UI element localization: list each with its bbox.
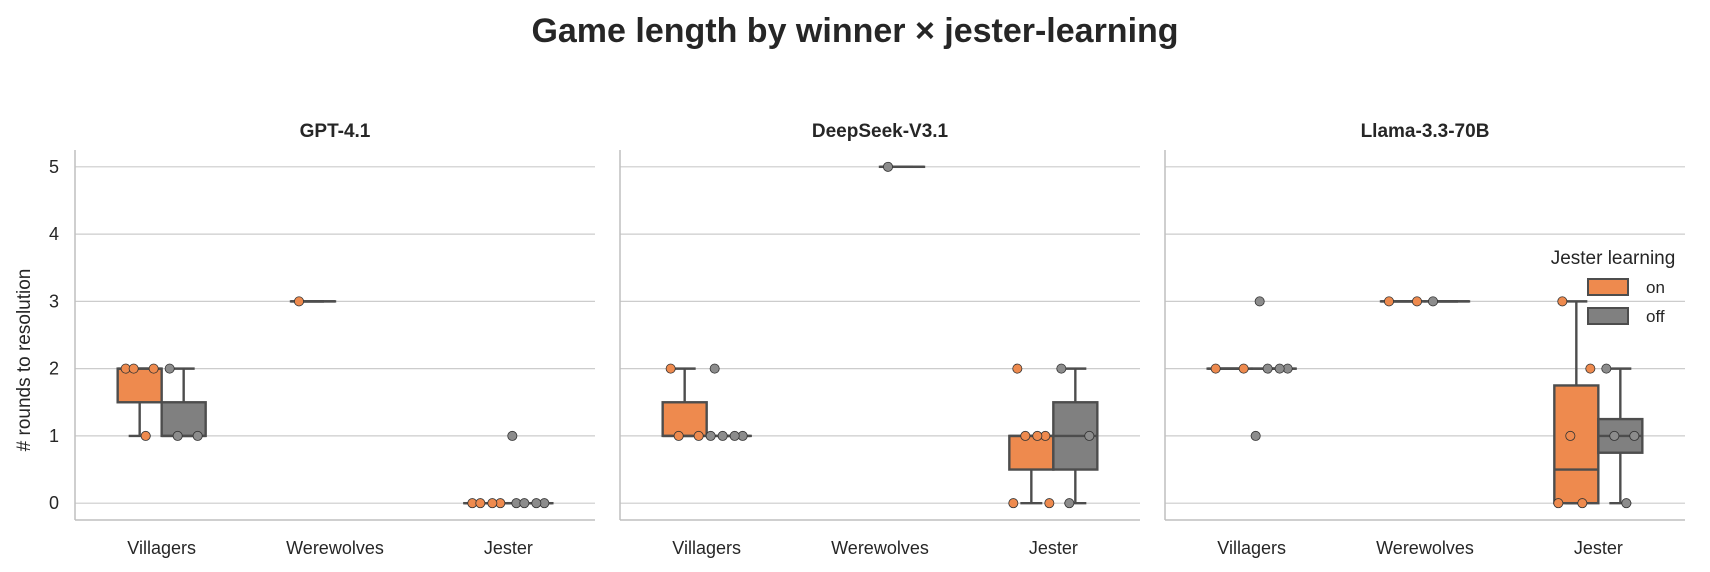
legend-label-off: off (1646, 307, 1665, 326)
data-point (1250, 430, 1261, 441)
panel-title: Llama-3.3-70B (1361, 121, 1490, 142)
box-iqr (661, 401, 708, 438)
data-point (1621, 498, 1632, 509)
y-axis-label: # rounds to resolution (14, 269, 35, 452)
data-point (172, 430, 183, 441)
x-tick-label: Werewolves (831, 538, 929, 558)
x-tick-label: Villagers (672, 538, 741, 558)
x-tick-label: Jester (1029, 538, 1078, 558)
y-tick-label: 2 (49, 359, 59, 379)
box-iqr (160, 401, 207, 438)
data-point (1384, 296, 1395, 307)
data-point (883, 161, 894, 172)
data-point (1032, 430, 1043, 441)
data-point (717, 430, 728, 441)
data-point (1557, 296, 1568, 307)
x-tick-label: Jester (484, 538, 533, 558)
data-point (1428, 296, 1439, 307)
box-werewolves-on (1379, 296, 1427, 307)
data-point (1254, 296, 1265, 307)
data-point (665, 363, 676, 374)
data-point (475, 498, 486, 509)
panel-0: GPT-4.1 0 1 2 3 4 5 Villagers Werewolves Jester (49, 121, 595, 558)
box-villagers-off (705, 363, 752, 441)
y-tick-label: 1 (49, 426, 59, 446)
data-point (1274, 363, 1285, 374)
box-villagers-off (160, 363, 207, 441)
y-tick-label: 5 (49, 157, 59, 177)
data-point (148, 363, 159, 374)
x-tick-label: Villagers (127, 538, 196, 558)
data-point (673, 430, 684, 441)
chart-title: Game length by winner × jester-learning (531, 12, 1178, 50)
box-villagers-on (1206, 363, 1253, 374)
data-point (1084, 430, 1095, 441)
box-iqr (1553, 384, 1600, 505)
data-point (128, 363, 139, 374)
panel-1: DeepSeek-V3.1 Villagers Werewolves Jester (619, 121, 1140, 558)
data-point (1601, 363, 1612, 374)
x-tick-label: Werewolves (1376, 538, 1474, 558)
y-tick-label: 0 (49, 493, 59, 513)
data-point (729, 430, 740, 441)
data-point (507, 430, 518, 441)
box-werewolves-on (289, 296, 337, 307)
data-point (705, 430, 716, 441)
legend-title: Jester learning (1551, 248, 1676, 269)
x-tick-label: Werewolves (286, 538, 384, 558)
data-point (293, 296, 304, 307)
data-point (192, 430, 203, 441)
data-point (1064, 498, 1075, 509)
data-point (519, 498, 530, 509)
data-point (1585, 363, 1596, 374)
box-jester-on (1008, 363, 1055, 509)
x-tick-label: Villagers (1217, 538, 1286, 558)
data-point (140, 430, 151, 441)
panel-2: Llama-3.3-70B Villagers Werewolves Jester (1164, 121, 1685, 558)
box-werewolves-off (1423, 296, 1471, 307)
panel-title: GPT-4.1 (300, 121, 371, 142)
legend-label-on: on (1646, 278, 1665, 297)
box-jester-on (1553, 296, 1600, 509)
y-tick-label: 3 (49, 291, 59, 311)
box-iqr (116, 367, 163, 404)
data-point (1056, 363, 1067, 374)
data-point (709, 363, 720, 374)
data-point (531, 498, 542, 509)
box-villagers-on (116, 363, 163, 441)
legend: Jester learning on off (1551, 248, 1676, 326)
data-point (487, 498, 498, 509)
data-point (1412, 296, 1423, 307)
box-werewolves-off (878, 161, 926, 172)
data-point (1238, 363, 1249, 374)
data-point (1577, 498, 1588, 509)
box-villagers-off (1250, 296, 1297, 441)
data-point (1210, 363, 1221, 374)
data-point (1262, 363, 1273, 374)
box-villagers-on (661, 363, 708, 441)
data-point (1565, 430, 1576, 441)
panel-title: DeepSeek-V3.1 (812, 121, 949, 142)
data-point (693, 430, 704, 441)
x-tick-label: Jester (1574, 538, 1623, 558)
box-jester-off (507, 430, 554, 509)
data-point (1012, 363, 1023, 374)
box-jester-off (1052, 363, 1099, 509)
data-point (1629, 430, 1640, 441)
box-iqr (1008, 434, 1055, 471)
data-point (1609, 430, 1620, 441)
data-point (1008, 498, 1019, 509)
box-jester-on (463, 498, 510, 509)
legend-swatch-on (1587, 278, 1629, 296)
legend-swatch-off (1587, 307, 1629, 325)
data-point (1044, 498, 1055, 509)
data-point (1553, 498, 1564, 509)
data-point (164, 363, 175, 374)
y-tick-label: 4 (49, 224, 59, 244)
box-jester-off (1597, 363, 1644, 509)
data-point (1020, 430, 1031, 441)
